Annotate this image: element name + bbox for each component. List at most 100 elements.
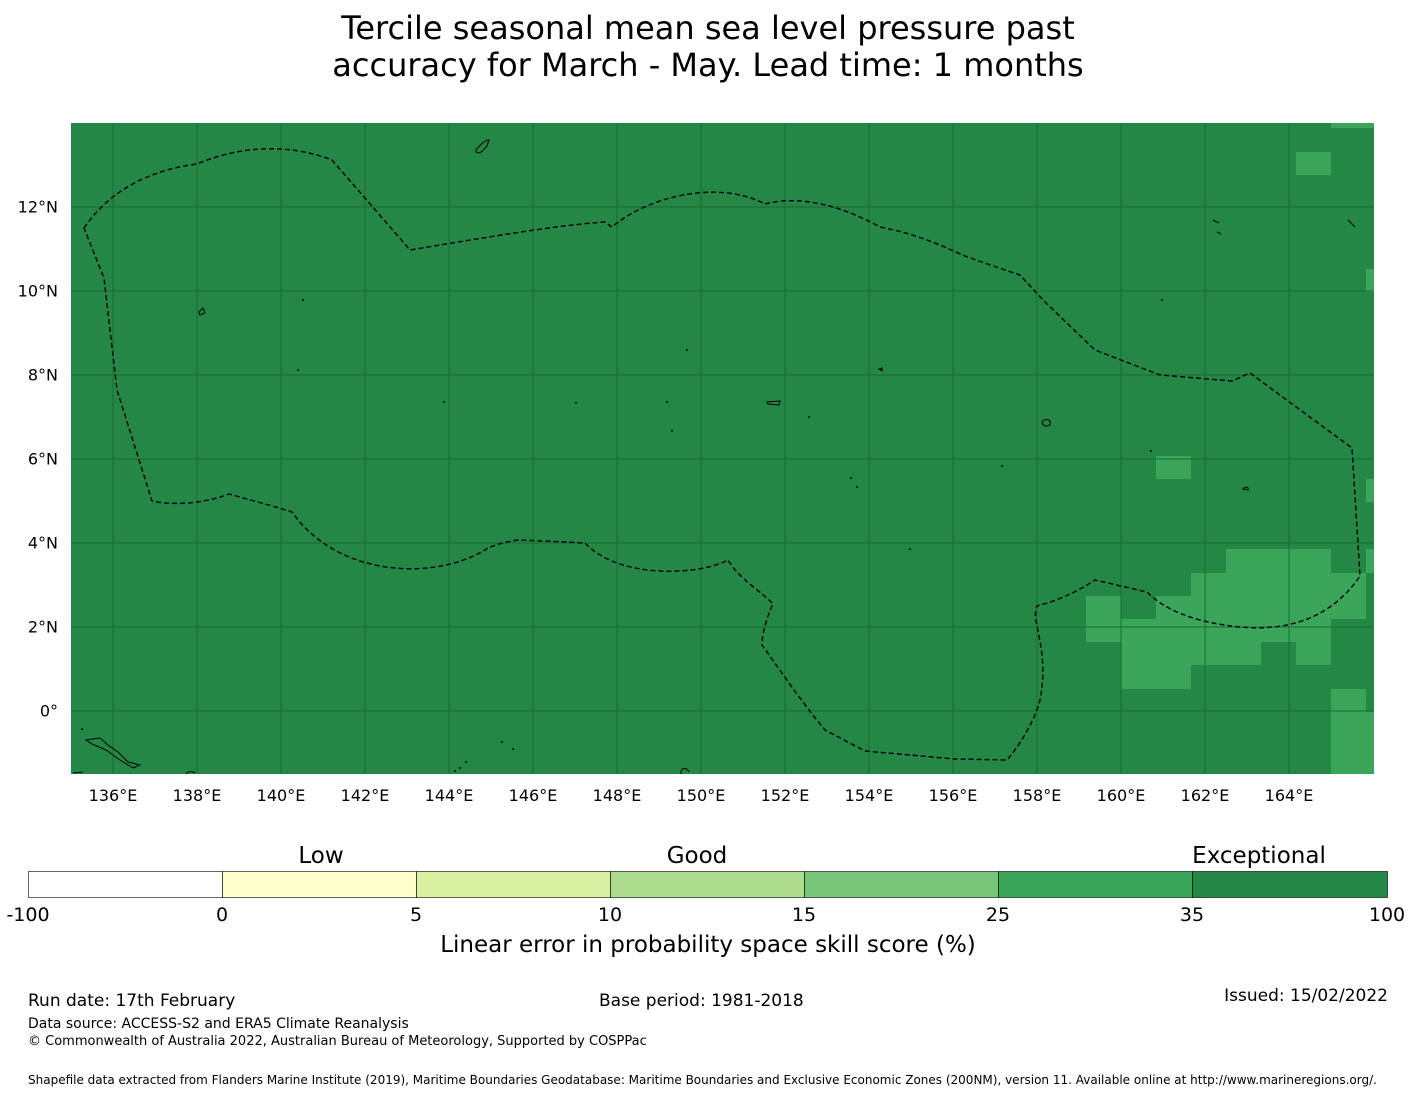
skill-cell: [1086, 596, 1121, 619]
lon-tick-label: 154°E: [844, 786, 894, 805]
colorbar-tick-label: 100: [1368, 904, 1406, 926]
colorbar-tick-label: 10: [597, 904, 623, 926]
lon-tick-label: 150°E: [676, 786, 726, 805]
lat-tick-label: 10°N: [17, 281, 58, 301]
map-title-line-1: Tercile seasonal mean sea level pressure…: [341, 9, 1075, 47]
copyright-notice: © Commonwealth of Australia 2022, Austra…: [28, 1034, 647, 1049]
colorbar-label: Linear error in probability space skill …: [440, 932, 976, 958]
islet: [443, 401, 445, 403]
lon-tick-label: 144°E: [424, 786, 474, 805]
lon-tick-label: 158°E: [1012, 786, 1062, 805]
island-outline: [72, 771, 84, 774]
islet: [465, 761, 467, 763]
island-outline: [680, 767, 690, 775]
skill-cell: [1121, 642, 1261, 665]
skill-cell: [1121, 665, 1191, 689]
lon-tick-label: 156°E: [928, 786, 978, 805]
colorbar: [28, 871, 1388, 898]
colorbar-swatch: [222, 871, 417, 898]
lat-tick-label: 12°N: [17, 197, 58, 217]
island-outline: [1212, 219, 1356, 235]
island-outline: [1241, 486, 1249, 491]
colorbar-tick-label: 0: [215, 904, 229, 926]
run-date: Run date: 17th February: [28, 991, 236, 1011]
graticule: [71, 123, 1374, 774]
legend-category-good: Good: [666, 843, 728, 869]
skill-cell: [1156, 456, 1191, 479]
skill-cell: [1366, 549, 1374, 573]
lon-tick-label: 148°E: [592, 786, 642, 805]
islet: [666, 401, 668, 403]
shapefile-credit: Shapefile data extracted from Flanders M…: [28, 1073, 1377, 1087]
base-period: Base period: 1981-2018: [599, 991, 804, 1011]
skill-cell: [1296, 642, 1331, 665]
islet: [850, 477, 852, 479]
lon-tick-label: 162°E: [1180, 786, 1230, 805]
colorbar-swatch: [1192, 871, 1388, 898]
lat-tick-label: 4°N: [27, 533, 58, 553]
lon-tick-label: 142°E: [340, 786, 390, 805]
skill-cell: [1366, 269, 1374, 292]
small-islands: [81, 299, 1163, 772]
islet: [686, 349, 688, 351]
islet: [1161, 299, 1163, 301]
island-outline: [877, 367, 883, 372]
legend-category-low: Low: [298, 843, 344, 869]
lon-tick-label: 140°E: [256, 786, 306, 805]
colorbar-tick-label: 35: [1179, 904, 1205, 926]
islet: [454, 770, 456, 772]
skill-cell: [1086, 619, 1331, 642]
lon-tick-label: 152°E: [760, 786, 810, 805]
colorbar-tick-label: -100: [6, 904, 50, 926]
skill-cell: [1331, 712, 1374, 774]
islet: [1150, 450, 1152, 452]
lon-tick-label: 146°E: [508, 786, 558, 805]
islet: [909, 548, 911, 550]
colorbar-swatch: [998, 871, 1193, 898]
lon-tick-label: 136°E: [88, 786, 138, 805]
lat-tick-label: 2°N: [27, 617, 58, 637]
island-outline: [84, 737, 142, 769]
island-outline: [185, 771, 196, 775]
skill-cell: [1331, 689, 1366, 712]
colorbar-swatch: [416, 871, 611, 898]
islet: [575, 402, 577, 404]
skill-cell: [1226, 549, 1331, 573]
islet: [81, 728, 83, 730]
lat-tick-label: 8°N: [27, 365, 58, 385]
data-source: Data source: ACCESS-S2 and ERA5 Climate …: [28, 1016, 409, 1032]
colorbar-tick-label: 15: [791, 904, 817, 926]
islet: [512, 748, 514, 750]
legend-category-exceptional: Exceptional: [1192, 843, 1326, 869]
island-outline: [475, 139, 490, 154]
islet: [671, 430, 673, 432]
islet: [856, 486, 858, 488]
lat-tick-label: 0°: [39, 701, 58, 721]
eez-boundary: [83, 148, 1361, 761]
lon-tick-label: 160°E: [1096, 786, 1146, 805]
islet: [808, 416, 810, 418]
skill-cell: [1366, 479, 1374, 502]
island-outline: [198, 307, 206, 316]
islet: [1001, 465, 1003, 467]
skill-cell: [1156, 596, 1366, 619]
skill-cell: [1331, 123, 1374, 128]
lon-tick-label: 138°E: [172, 786, 222, 805]
island-outline: [766, 400, 781, 406]
colorbar-tick-label: 25: [985, 904, 1011, 926]
islet: [297, 369, 299, 371]
colorbar-swatch: [28, 871, 223, 898]
island-outline: [1041, 418, 1051, 427]
colorbar-swatch: [610, 871, 805, 898]
islet: [302, 299, 304, 301]
colorbar-tick-label: 5: [409, 904, 423, 926]
lon-tick-label: 164°E: [1264, 786, 1314, 805]
skill-cell: [1191, 573, 1366, 596]
islet: [501, 741, 503, 743]
issued-date: Issued: 15/02/2022: [1224, 986, 1388, 1006]
colorbar-swatch: [804, 871, 999, 898]
skill-cells: [1086, 123, 1374, 774]
lat-tick-label: 6°N: [27, 449, 58, 469]
skill-cell: [1296, 152, 1331, 175]
